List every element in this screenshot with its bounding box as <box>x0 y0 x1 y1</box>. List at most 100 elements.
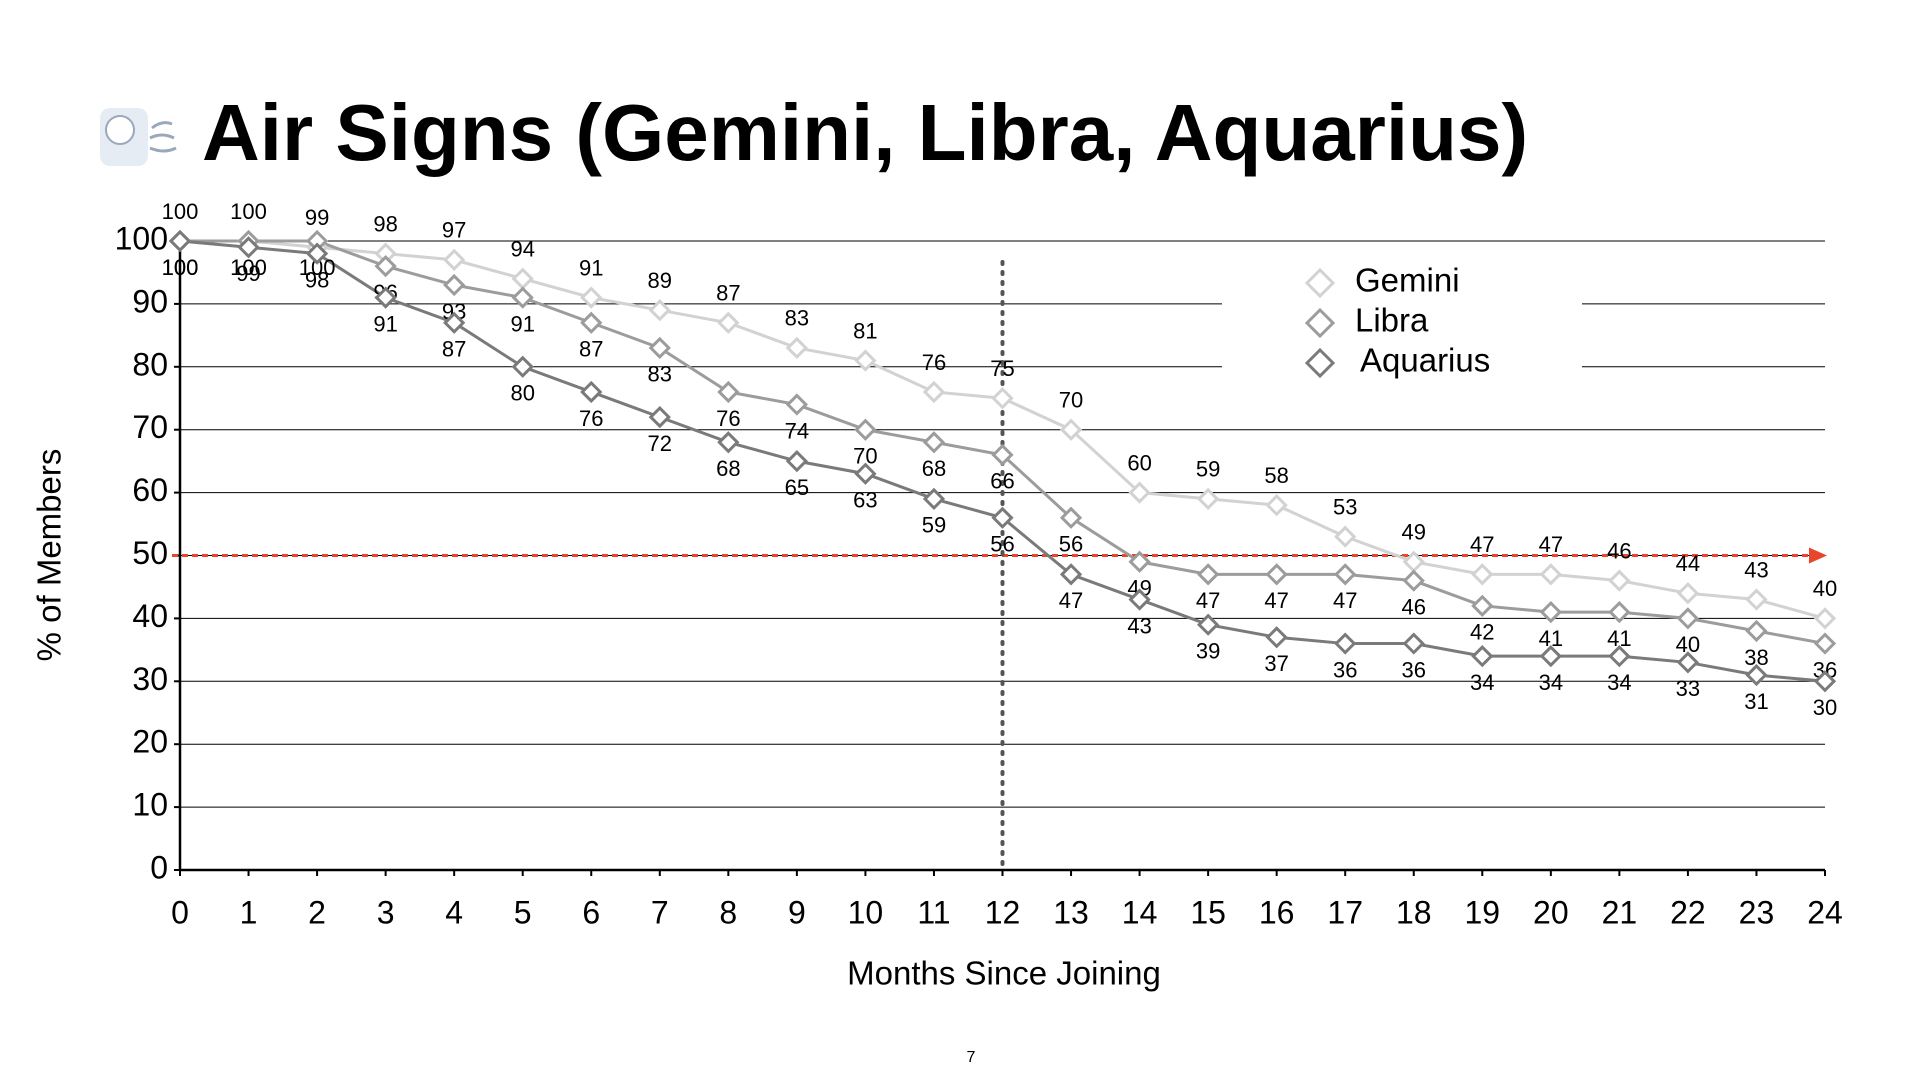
data-point <box>1059 506 1083 529</box>
data-label: 31 <box>1744 689 1768 714</box>
data-point <box>1197 563 1220 586</box>
data-label: 89 <box>648 268 672 293</box>
data-label: 91 <box>579 255 603 280</box>
data-label: 100 <box>162 255 199 280</box>
data-label: 46 <box>1402 594 1426 619</box>
data-label: 100 <box>162 255 199 280</box>
data-label: 58 <box>1264 463 1288 488</box>
x-tick-label: 20 <box>1533 894 1569 930</box>
data-label: 33 <box>1676 676 1700 701</box>
data-label: 87 <box>716 281 740 306</box>
data-point <box>443 273 466 297</box>
data-label: 81 <box>853 318 877 343</box>
data-label: 34 <box>1470 670 1494 695</box>
y-tick-label: 50 <box>132 535 168 571</box>
data-point <box>1745 588 1768 611</box>
data-label: 59 <box>922 513 946 538</box>
data-point <box>1676 582 1700 605</box>
data-point <box>922 380 946 404</box>
x-tick-label: 12 <box>985 894 1021 930</box>
x-tick-label: 9 <box>788 894 806 930</box>
data-label: 34 <box>1607 670 1631 695</box>
x-tick-label: 18 <box>1396 894 1432 930</box>
data-point <box>1539 600 1562 624</box>
x-tick-label: 21 <box>1602 894 1638 930</box>
data-label: 66 <box>990 469 1014 494</box>
data-point <box>511 267 534 290</box>
data-label: 100 <box>162 199 199 224</box>
data-label: 100 <box>230 199 267 224</box>
y-axis-label: % of Members <box>31 449 68 662</box>
data-label: 91 <box>373 311 397 336</box>
data-label: 87 <box>442 337 466 362</box>
data-point <box>922 431 946 454</box>
data-label: 59 <box>1196 457 1220 482</box>
data-label: 99 <box>236 261 260 286</box>
x-tick-label: 24 <box>1807 894 1843 930</box>
data-point <box>1197 613 1220 636</box>
data-label: 98 <box>305 267 329 292</box>
data-point <box>374 286 397 309</box>
data-label: 36 <box>1402 657 1426 682</box>
legend-marker <box>1304 267 1336 299</box>
y-tick-label: 90 <box>132 283 168 319</box>
data-label: 47 <box>1059 588 1083 613</box>
data-point <box>648 336 671 360</box>
y-tick-label: 20 <box>132 724 168 760</box>
data-point <box>717 311 740 334</box>
y-tick-label: 70 <box>132 409 168 445</box>
data-point <box>1608 645 1631 668</box>
y-tick-label: 100 <box>115 220 168 256</box>
data-label: 56 <box>1059 532 1083 557</box>
data-label: 97 <box>442 218 466 243</box>
chart-title: Air Signs (Gemini, Libra, Aquarius) <box>202 88 1528 177</box>
data-label: 91 <box>510 311 534 336</box>
data-label: 49 <box>1402 520 1426 545</box>
data-point <box>785 393 808 416</box>
data-point <box>854 462 877 485</box>
data-point <box>1539 563 1562 586</box>
page-number: 7 <box>967 1049 976 1066</box>
x-tick-label: 16 <box>1259 894 1295 930</box>
x-tick-label: 2 <box>308 894 326 930</box>
data-label: 98 <box>373 211 397 236</box>
data-label: 30 <box>1813 695 1837 720</box>
data-point <box>854 418 877 441</box>
data-point <box>785 336 808 360</box>
data-point <box>1813 670 1837 693</box>
data-label: 40 <box>1813 576 1837 601</box>
data-label: 83 <box>785 306 809 331</box>
data-label: 43 <box>1744 557 1768 582</box>
data-point <box>991 387 1014 410</box>
data-label: 74 <box>785 418 809 443</box>
y-tick-label: 60 <box>132 472 168 508</box>
data-point <box>854 349 877 372</box>
y-tick-label: 40 <box>132 598 168 634</box>
x-tick-label: 8 <box>719 894 737 930</box>
data-label: 76 <box>579 406 603 431</box>
data-label: 47 <box>1333 588 1357 613</box>
data-point <box>1471 645 1494 668</box>
data-point <box>511 355 534 378</box>
data-label: 99 <box>305 205 329 230</box>
x-tick-label: 7 <box>651 894 669 930</box>
data-label: 76 <box>922 350 946 375</box>
data-label: 75 <box>990 356 1014 381</box>
y-tick-label: 30 <box>132 661 168 697</box>
data-label: 47 <box>1264 588 1288 613</box>
data-label: 47 <box>1539 532 1563 557</box>
data-point <box>785 450 808 473</box>
reference-arrow <box>1809 547 1827 564</box>
data-point <box>1813 632 1837 655</box>
data-point <box>1402 632 1425 655</box>
data-label: 42 <box>1470 620 1494 645</box>
data-point <box>1471 594 1494 617</box>
data-label: 68 <box>716 456 740 481</box>
data-point <box>991 443 1014 466</box>
data-point <box>443 248 466 271</box>
data-point <box>1608 600 1631 624</box>
data-label: 53 <box>1333 494 1357 519</box>
legend-label: Libra <box>1355 302 1429 339</box>
data-point <box>1059 563 1083 586</box>
